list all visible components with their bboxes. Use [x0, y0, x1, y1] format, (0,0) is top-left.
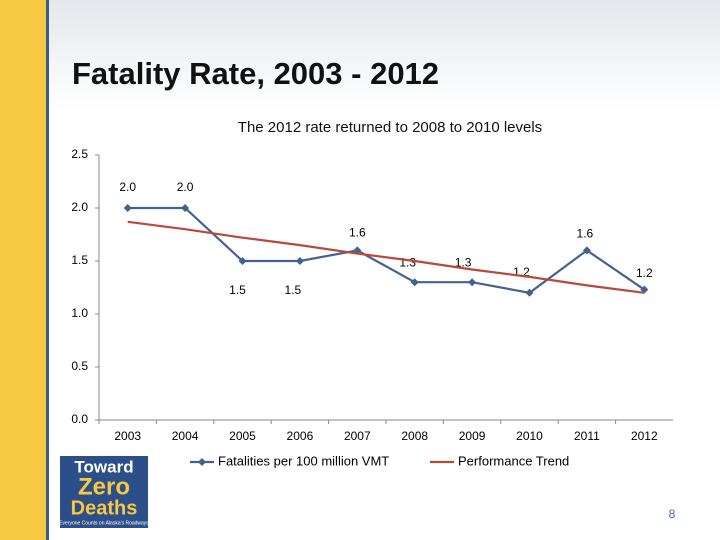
- data-label: 1.3: [455, 255, 472, 269]
- data-label: 2.0: [119, 180, 136, 194]
- logo-text: Toward: [74, 457, 133, 476]
- data-label: 1.6: [349, 226, 366, 240]
- x-tick-label: 2007: [344, 429, 371, 443]
- y-tick-label: 1.5: [71, 253, 88, 267]
- point: [123, 204, 132, 212]
- logo-tagline: Everyone Counts on Alaska's Roadways: [59, 520, 149, 526]
- logo-box: [60, 456, 148, 528]
- data-label: 1.5: [285, 283, 302, 297]
- x-tick-label: 2004: [172, 429, 199, 443]
- x-tick-label: 2008: [401, 429, 428, 443]
- data-label: 1.5: [229, 283, 246, 297]
- x-tick-label: 2005: [229, 429, 256, 443]
- point: [525, 288, 534, 297]
- y-tick-label: 2.0: [71, 200, 88, 214]
- data-label: 1.3: [399, 255, 416, 269]
- logo: Toward Zero Deaths Everyone Counts on Al…: [59, 456, 149, 528]
- map-background: [48, 0, 720, 110]
- point: [468, 278, 477, 287]
- x-tick-label: 2009: [459, 429, 486, 443]
- y-tick-label: 1.0: [71, 306, 88, 320]
- legend-label: Performance Trend: [458, 453, 569, 468]
- series-line: [127, 206, 645, 294]
- series-line: [127, 220, 645, 294]
- slide-title: Fatality Rate, 2003 - 2012: [72, 56, 439, 91]
- side-band: [0, 0, 46, 540]
- point: [238, 257, 247, 265]
- x-tick-label: 2010: [516, 429, 543, 443]
- x-tick-label: 2011: [574, 429, 600, 443]
- x-tick-label: 2006: [287, 429, 314, 443]
- y-tick-label: 2.5: [71, 147, 88, 161]
- data-label: 1.6: [577, 227, 594, 241]
- data-label: 2.0: [177, 180, 194, 194]
- side-line: [46, 0, 49, 540]
- data-label: 1.2: [636, 266, 653, 280]
- legend-marker: [198, 458, 206, 466]
- logo-text: Zero: [78, 473, 130, 500]
- point: [181, 204, 190, 212]
- page-number: 8: [669, 507, 676, 521]
- point: [410, 278, 419, 287]
- legend-label: Fatalities per 100 million VMT: [218, 453, 389, 468]
- chart-subtitle: The 2012 rate returned to 2008 to 2010 l…: [238, 119, 542, 136]
- x-tick-label: 2012: [631, 429, 658, 443]
- x-tick-label: 2003: [114, 429, 141, 443]
- point: [582, 246, 591, 255]
- y-tick-label: 0.5: [71, 359, 88, 373]
- point: [295, 257, 304, 265]
- logo-text: Deaths: [71, 497, 138, 519]
- y-tick-label: 0.0: [71, 412, 88, 426]
